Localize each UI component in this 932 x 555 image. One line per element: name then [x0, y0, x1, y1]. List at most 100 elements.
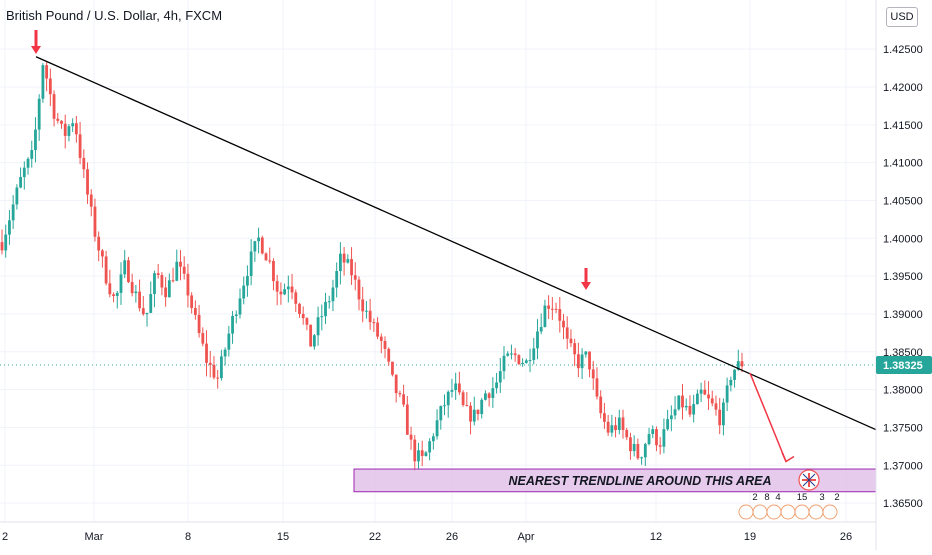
candle[interactable] — [379, 333, 383, 354]
candle[interactable] — [714, 395, 718, 416]
candle[interactable] — [614, 416, 617, 438]
candle[interactable] — [450, 378, 454, 398]
candle[interactable] — [97, 231, 101, 262]
candle[interactable] — [153, 270, 156, 308]
candle[interactable] — [718, 397, 722, 435]
trendline[interactable] — [35, 56, 877, 431]
candle[interactable] — [454, 372, 458, 400]
candle[interactable] — [63, 114, 67, 149]
candle[interactable] — [335, 262, 339, 298]
candle[interactable] — [249, 239, 253, 286]
candle[interactable] — [409, 426, 413, 450]
candle[interactable] — [171, 267, 175, 283]
candle[interactable] — [350, 247, 353, 285]
candle[interactable] — [495, 372, 498, 394]
candle[interactable] — [361, 286, 365, 323]
candle[interactable] — [554, 302, 558, 314]
candle[interactable] — [19, 167, 22, 189]
candle[interactable] — [156, 263, 160, 279]
candle[interactable] — [368, 298, 372, 330]
candle[interactable] — [666, 409, 670, 431]
candle[interactable] — [264, 252, 268, 261]
candle[interactable] — [138, 279, 141, 312]
candle[interactable] — [420, 440, 424, 466]
candle[interactable] — [316, 306, 320, 346]
candles[interactable] — [0, 61, 744, 472]
candle[interactable] — [491, 377, 495, 408]
candle[interactable] — [338, 242, 342, 285]
candle[interactable] — [8, 210, 11, 245]
candle[interactable] — [417, 442, 420, 470]
candle[interactable] — [465, 392, 469, 407]
candle[interactable] — [725, 377, 729, 412]
candle[interactable] — [640, 456, 643, 465]
candle[interactable] — [22, 161, 26, 190]
candle[interactable] — [498, 358, 502, 393]
candle[interactable] — [290, 273, 294, 300]
candle[interactable] — [431, 433, 435, 450]
candle[interactable] — [655, 426, 658, 452]
candle[interactable] — [123, 249, 127, 279]
candle[interactable] — [175, 249, 179, 282]
candle[interactable] — [231, 311, 234, 344]
candle[interactable] — [312, 334, 316, 350]
candle[interactable] — [394, 374, 398, 403]
candle[interactable] — [643, 442, 647, 466]
candle[interactable] — [547, 295, 551, 320]
candle[interactable] — [532, 337, 536, 365]
down-arrow-icon[interactable] — [31, 30, 41, 54]
candle[interactable] — [506, 351, 510, 357]
candle[interactable] — [472, 396, 476, 426]
candle[interactable] — [484, 390, 487, 401]
candle[interactable] — [86, 162, 89, 204]
candle[interactable] — [457, 371, 461, 395]
candle[interactable] — [692, 394, 696, 423]
candle[interactable] — [190, 292, 194, 314]
candle[interactable] — [108, 269, 112, 298]
candle[interactable] — [11, 195, 15, 229]
candle[interactable] — [662, 418, 666, 454]
candle[interactable] — [346, 254, 350, 264]
candle[interactable] — [186, 263, 190, 308]
candle[interactable] — [603, 402, 606, 429]
candle[interactable] — [164, 277, 168, 307]
candle[interactable] — [651, 425, 655, 439]
candle[interactable] — [82, 149, 86, 178]
candle[interactable] — [610, 414, 614, 437]
candle[interactable] — [703, 380, 707, 396]
candle[interactable] — [402, 384, 406, 407]
candle[interactable] — [357, 276, 361, 311]
candle[interactable] — [45, 61, 49, 92]
projection-arrow[interactable] — [749, 372, 795, 463]
candle[interactable] — [279, 282, 283, 305]
candle[interactable] — [688, 395, 692, 418]
candle[interactable] — [179, 250, 182, 281]
candle[interactable] — [435, 409, 439, 440]
candle[interactable] — [405, 395, 409, 435]
candle[interactable] — [517, 354, 521, 366]
candle[interactable] — [606, 414, 610, 436]
down-arrow-icon[interactable] — [581, 268, 591, 290]
candle[interactable] — [647, 427, 651, 446]
candle[interactable] — [658, 436, 662, 455]
candle[interactable] — [740, 352, 744, 373]
candle[interactable] — [524, 358, 528, 364]
candle[interactable] — [398, 390, 402, 398]
candle[interactable] — [707, 381, 710, 410]
candle[interactable] — [219, 349, 223, 381]
candle[interactable] — [324, 292, 327, 324]
candle[interactable] — [428, 438, 432, 461]
candle[interactable] — [569, 329, 573, 348]
candle[interactable] — [223, 347, 227, 366]
candle[interactable] — [729, 376, 733, 392]
candle[interactable] — [576, 342, 580, 378]
annotation-arrows[interactable] — [31, 30, 795, 463]
candle[interactable] — [558, 297, 562, 333]
candle[interactable] — [260, 235, 264, 255]
candle[interactable] — [513, 348, 517, 362]
candle[interactable] — [15, 184, 19, 210]
candle[interactable] — [443, 394, 446, 416]
event-markers[interactable]: 2 8 4 15 3 2 — [738, 469, 840, 520]
candle[interactable] — [591, 360, 595, 390]
